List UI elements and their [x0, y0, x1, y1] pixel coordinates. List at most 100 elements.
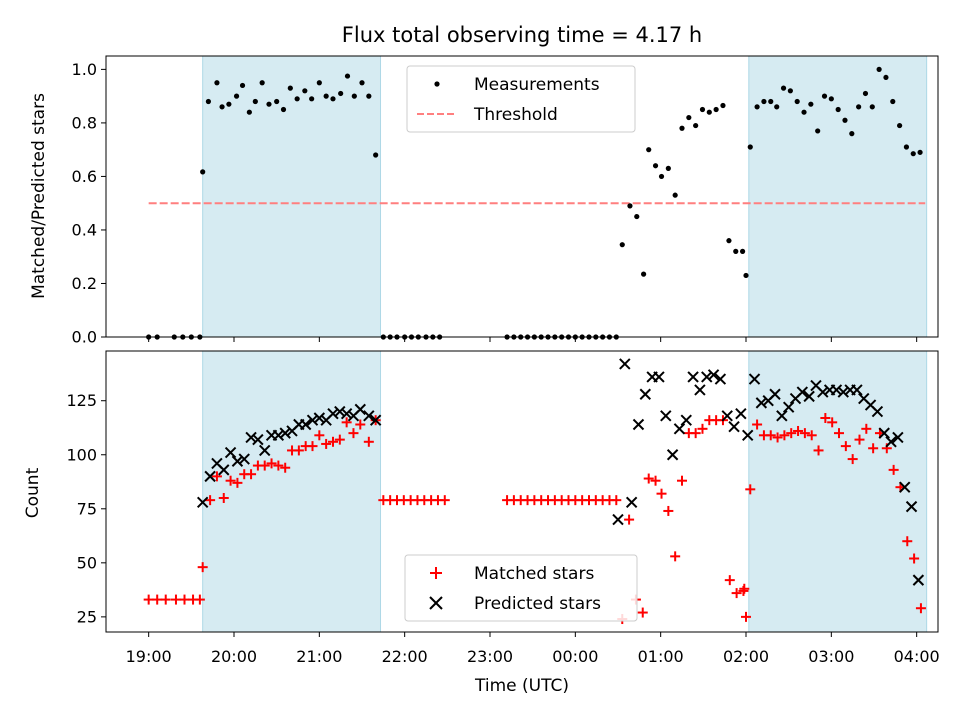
matched-star-point [152, 594, 163, 605]
matched-star-point [868, 443, 879, 454]
matched-star-point [813, 445, 824, 456]
measurement-point [835, 106, 841, 113]
predicted-star-point [803, 390, 815, 403]
matched-star-point [179, 594, 190, 605]
matched-star-point [439, 495, 450, 506]
top-legend: Measurements Threshold [406, 65, 636, 133]
predicted-star-point [694, 384, 706, 396]
predicted-star-point [363, 410, 375, 422]
matched-star-point [793, 425, 804, 436]
matched-star-point [293, 445, 304, 456]
measurement-point [366, 93, 372, 99]
predicted-star-point [885, 436, 897, 448]
measurement-point [338, 90, 344, 97]
measurement-point [634, 213, 640, 220]
matched-star-point [143, 594, 154, 605]
measurement-point [641, 271, 647, 277]
matched-star-point [327, 436, 338, 447]
measurement-point [252, 98, 258, 105]
matched-star-point [799, 428, 810, 439]
measurement-point [768, 98, 774, 105]
measurement-point [787, 88, 793, 94]
predicted-star-point [334, 405, 346, 418]
legend-matched-label: Matched stars [474, 564, 594, 584]
legend-measurements-marker [434, 81, 440, 87]
measurement-point [619, 242, 625, 248]
measurement-point [743, 272, 749, 279]
y-tick-label: 0.4 [72, 220, 97, 239]
measurement-point [780, 85, 787, 91]
matched-star-point [225, 475, 236, 486]
matched-star-point [861, 423, 872, 434]
measurement-point [828, 96, 834, 102]
measurement-point [747, 144, 753, 150]
measurement-point [869, 104, 875, 110]
matched-star-point [656, 488, 667, 499]
predicted-star-point [612, 513, 624, 526]
predicted-star-point [776, 410, 788, 422]
measurement-point [316, 80, 322, 86]
predicted-star-point [707, 369, 720, 381]
matched-star-point [915, 603, 926, 614]
predicted-star-point [728, 420, 740, 433]
bottom-axes-frame [105, 350, 939, 633]
predicted-star-point [619, 358, 631, 370]
predicted-star-point [851, 384, 863, 396]
predicted-star-point [354, 403, 367, 416]
matched-star-point [888, 464, 899, 475]
predicted-star-point [735, 407, 747, 420]
measurement-point [862, 90, 869, 97]
predicted-star-point [721, 410, 733, 422]
matched-star-point [786, 428, 797, 439]
matched-star-point [334, 434, 345, 445]
predicted-star-point [279, 427, 291, 439]
matched-star-point [643, 473, 654, 484]
x-tick-label: 19:00 [126, 647, 172, 666]
matched-star-point [218, 492, 229, 503]
matched-star-point [650, 475, 661, 486]
measurement-point [801, 109, 807, 115]
predicted-star-point [196, 496, 209, 509]
matched-star-point [348, 428, 359, 439]
matched-star-point [806, 430, 817, 441]
x-tick-label: 03:00 [808, 647, 854, 666]
measurement-point [665, 165, 671, 171]
matched-star-point [834, 428, 845, 439]
predicted-star-point [625, 496, 638, 509]
matched-star-point [266, 458, 277, 469]
predicted-star-point [714, 373, 727, 385]
matched-star-point [739, 583, 750, 594]
bottom-legend: Matched stars Predicted stars [404, 554, 638, 622]
matched-star-point [170, 594, 181, 605]
predicted-star-point [748, 373, 761, 385]
predicted-star-point [817, 386, 829, 398]
measurement-point [259, 80, 265, 86]
y-tick-label: 25 [77, 607, 97, 626]
measurement-point [693, 122, 699, 129]
measurement-point [323, 93, 329, 99]
bottom-shaded-region [202, 350, 382, 633]
x-tick-label: 02:00 [723, 647, 769, 666]
y-tick-label: 75 [77, 499, 97, 518]
matched-star-point [779, 430, 790, 441]
y-tick-label: 0.2 [72, 274, 97, 293]
measurement-point [652, 163, 659, 169]
measurement-point [821, 93, 828, 99]
measurement-point [699, 106, 706, 113]
measurement-point [856, 104, 862, 110]
measurement-point [739, 248, 746, 254]
measurement-point [246, 109, 252, 115]
x-tick-label: 00:00 [552, 647, 598, 666]
matched-star-point [246, 469, 257, 480]
predicted-star-point [218, 464, 230, 476]
matched-star-point [840, 441, 851, 452]
predicted-star-point [782, 401, 795, 413]
measurement-point [774, 104, 780, 110]
measurement-point [897, 122, 903, 129]
bottom-legend-box [404, 554, 638, 622]
predicted-star-point [878, 427, 890, 439]
chart-title: Flux total observing time = 4.17 h [342, 23, 702, 47]
predicted-star-point [340, 407, 353, 420]
matched-star-point [827, 417, 838, 428]
top-x-ticks [148, 337, 918, 342]
